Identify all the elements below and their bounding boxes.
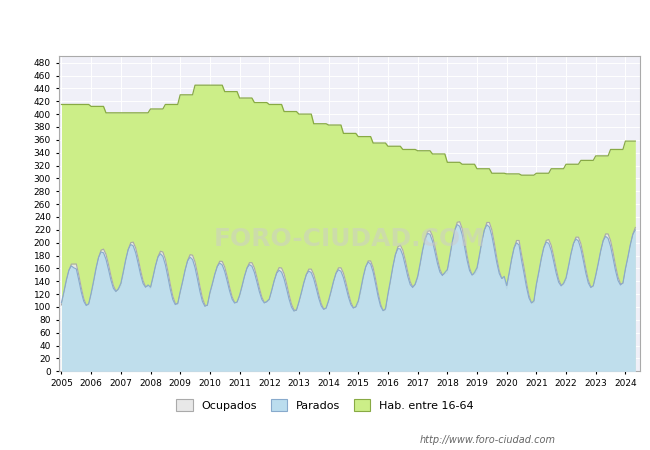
Text: http://www.foro-ciudad.com: http://www.foro-ciudad.com — [419, 435, 556, 445]
Legend: Ocupados, Parados, Hab. entre 16-64: Ocupados, Parados, Hab. entre 16-64 — [170, 394, 480, 416]
Text: Banyalbufar - Evolucion de la poblacion en edad de Trabajar Mayo de 2024: Banyalbufar - Evolucion de la poblacion … — [5, 16, 645, 31]
Text: FORO-CIUDAD.COM: FORO-CIUDAD.COM — [213, 227, 486, 251]
